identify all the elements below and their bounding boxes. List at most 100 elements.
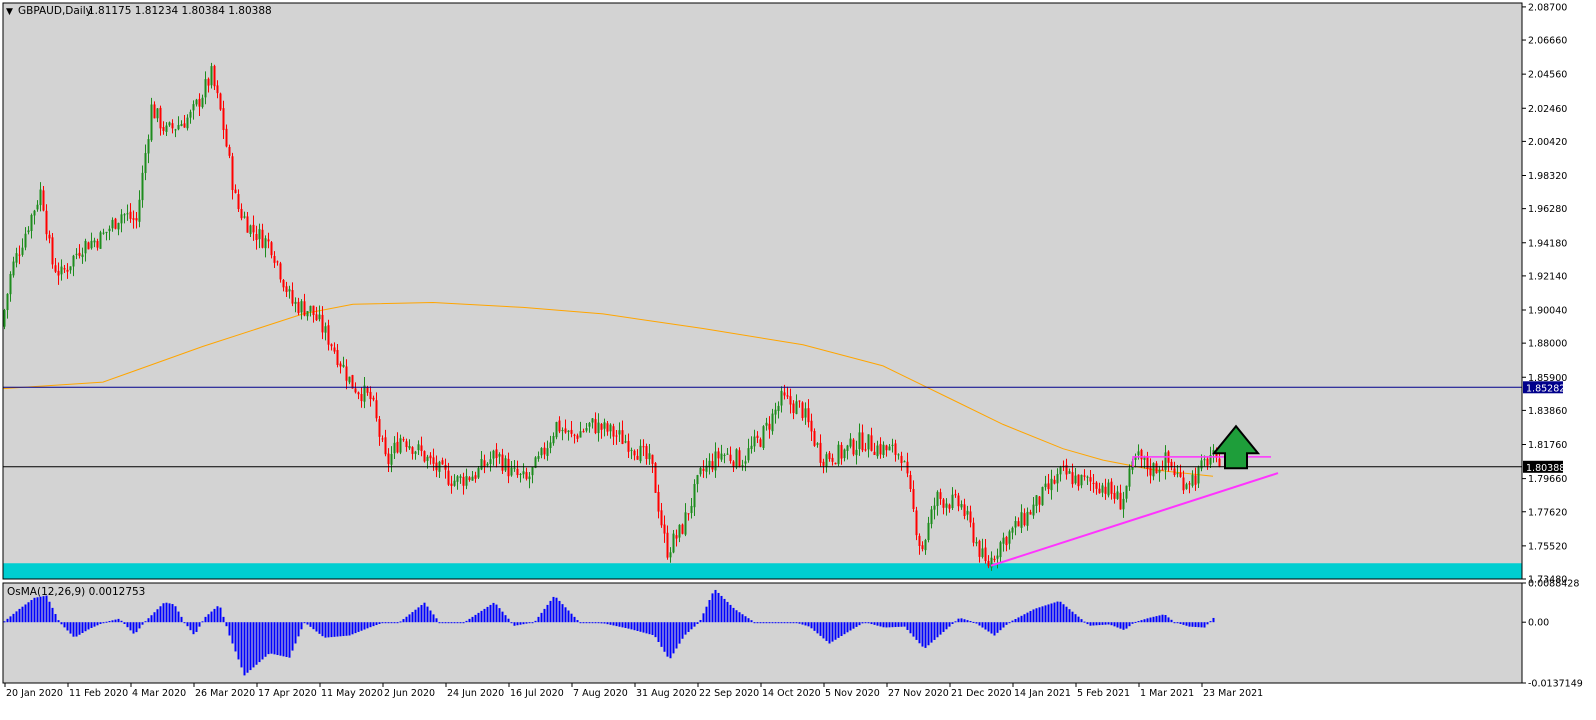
osma-bar <box>333 622 336 637</box>
osma-bar <box>576 620 579 623</box>
candle-body <box>1056 474 1059 484</box>
candle-body <box>486 463 489 466</box>
osma-bar <box>717 592 720 623</box>
osma-bar <box>231 622 234 644</box>
candle-body <box>897 454 900 456</box>
osma-bar <box>879 622 882 627</box>
osma-bar <box>606 622 609 625</box>
osma-bar <box>1059 601 1062 623</box>
osma-bar <box>963 619 966 623</box>
candle-body <box>192 104 195 111</box>
price-tag-box <box>1523 381 1563 394</box>
osma-bar <box>480 610 483 623</box>
osma-bar <box>645 622 648 634</box>
candle-body <box>750 445 753 450</box>
osma-bar <box>888 622 891 628</box>
candle-body <box>879 444 882 455</box>
osma-bar <box>210 611 213 623</box>
osma-bar <box>234 622 237 652</box>
candle-body <box>222 108 225 131</box>
osma-bar <box>351 622 354 635</box>
osma-bar <box>1005 622 1008 625</box>
osma-bar <box>471 616 474 623</box>
osma-bar <box>774 622 777 624</box>
osma-bar <box>1212 617 1215 623</box>
candle-body <box>990 557 993 568</box>
osma-bar <box>423 602 426 623</box>
osma-bar <box>660 622 663 647</box>
osma-bar <box>225 622 228 627</box>
osma-bar <box>540 612 543 623</box>
osma-bar <box>1116 622 1119 628</box>
candle-body <box>567 430 570 433</box>
osma-bar <box>60 622 63 625</box>
osma-bar <box>183 622 186 624</box>
candle-body <box>477 468 480 478</box>
candle-body <box>978 540 981 557</box>
candle-body <box>30 214 33 231</box>
osma-bar <box>189 622 192 631</box>
candle-body <box>948 504 951 509</box>
osma-bar <box>1095 622 1098 626</box>
osma-bar <box>141 622 144 625</box>
candle-body <box>852 439 855 455</box>
osma-bar <box>486 606 489 623</box>
candle-body <box>444 465 447 470</box>
symbol-dropdown-icon[interactable]: ▼ <box>6 7 13 17</box>
candle-body <box>894 443 897 455</box>
candle-body <box>513 467 516 469</box>
candle-body <box>1122 498 1125 510</box>
price-tick-label: 2.02460 <box>1528 104 1567 115</box>
candle-body <box>528 476 531 480</box>
candle-body <box>600 424 603 430</box>
osma-bar <box>27 602 30 623</box>
candle-body <box>930 509 933 525</box>
osma-bar <box>663 622 666 652</box>
osma-bar <box>729 604 732 623</box>
osma-bar <box>198 622 201 627</box>
price-tick-label: 1.94180 <box>1528 238 1567 249</box>
candle-body <box>396 441 399 453</box>
candle-body <box>408 445 411 449</box>
osma-bar <box>252 622 255 668</box>
osma-bar <box>726 601 729 623</box>
osma-bar <box>450 622 453 624</box>
time-tick-label: 14 Oct 2020 <box>762 688 821 699</box>
osma-bar <box>87 622 90 630</box>
osma-bar <box>1137 621 1140 623</box>
osma-bar <box>1197 622 1200 628</box>
candle-body <box>66 269 69 272</box>
candle-body <box>867 434 870 450</box>
candle-body <box>336 350 339 365</box>
candle-body <box>984 547 987 562</box>
candle-body <box>516 468 519 476</box>
osma-bar <box>735 610 738 623</box>
candle-body <box>837 444 840 465</box>
osma-bar <box>357 622 360 632</box>
candle-body <box>1023 513 1026 526</box>
candle-body <box>552 436 555 444</box>
osma-bar <box>399 621 402 623</box>
candle-body <box>783 392 786 396</box>
osma-bar <box>846 622 849 633</box>
osma-bar <box>249 622 252 671</box>
candle-body <box>303 301 306 316</box>
candle-body <box>60 266 63 275</box>
osma-bar <box>609 622 612 625</box>
candle-body <box>663 524 666 534</box>
osma-bar <box>684 622 687 635</box>
osma-bar <box>972 621 975 623</box>
osma-bar <box>897 622 900 627</box>
candle-body <box>369 391 372 400</box>
osma-bar <box>612 622 615 626</box>
candle-body <box>642 446 645 448</box>
osma-bar <box>537 616 540 623</box>
candle-body <box>492 450 495 459</box>
indicator-tick-label: 0.0088428 <box>1528 579 1579 590</box>
candle-body <box>858 432 861 450</box>
candle-body <box>882 444 885 456</box>
osma-bar <box>1206 622 1209 625</box>
osma-bar <box>519 622 522 625</box>
